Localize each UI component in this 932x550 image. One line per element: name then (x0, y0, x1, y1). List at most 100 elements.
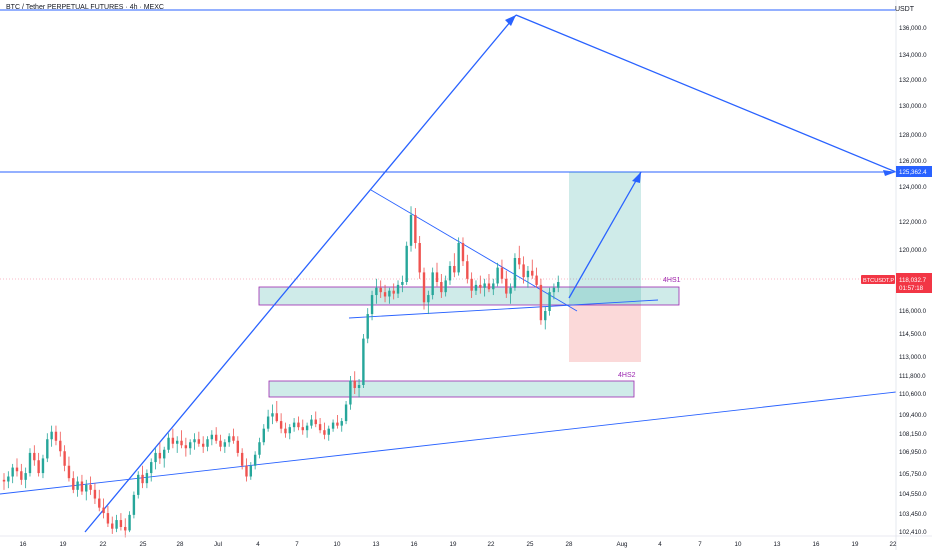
candle-body (37, 460, 40, 474)
candle-body (171, 437, 175, 444)
candle-body (245, 465, 248, 477)
candle-body (557, 282, 560, 288)
candle-body (102, 507, 105, 514)
level-label: 125,362.4 (899, 169, 927, 176)
candle-body (63, 451, 66, 466)
candle-body (392, 290, 395, 294)
candle-body (539, 284, 543, 321)
candle-body (167, 437, 170, 450)
x-tick-label: Aug (616, 541, 628, 548)
price-label: 118,032.7 (899, 277, 927, 284)
candle-body (15, 467, 19, 472)
ascending-trendline (0, 391, 897, 495)
y-tick-label: 104,550.0 (899, 491, 927, 498)
x-tick-label: 16 (20, 541, 27, 548)
candle-body (535, 275, 538, 285)
candle-body (50, 431, 53, 440)
x-tick-label: Jul (214, 541, 222, 548)
candle-body (111, 523, 114, 529)
candle-body (184, 445, 188, 449)
candle-body (479, 284, 482, 288)
x-tick-label: 10 (735, 541, 742, 548)
candle-body (548, 292, 551, 311)
y-tick-label: 114,500.0 (899, 331, 927, 338)
candle-body (336, 422, 339, 426)
candle-body (310, 419, 313, 426)
projection-up-line (84, 14, 517, 533)
zone-4hs1 (258, 286, 680, 306)
x-tick-label: 25 (140, 541, 147, 548)
y-tick-label: 134,000.0 (899, 52, 927, 59)
candle-body (214, 434, 218, 441)
candle-body (396, 284, 400, 294)
candle-body (119, 520, 123, 527)
x-tick-label: 19 (852, 541, 859, 548)
countdown-label: 01:57:18 (899, 285, 924, 292)
candle-body (93, 489, 97, 499)
candle-body (59, 440, 62, 452)
candle-body (461, 243, 465, 262)
candle-body (340, 421, 343, 426)
candle-body (440, 282, 443, 293)
candle-body (46, 439, 49, 459)
symbol-title[interactable]: BTC / Tether PERPETUAL FUTURES · 4h · ME… (6, 4, 164, 11)
candle-body (223, 442, 227, 447)
triangle-upper-line (370, 189, 578, 312)
candle-body (20, 471, 23, 480)
candle-body (487, 283, 491, 290)
candle-body (466, 261, 469, 279)
candle-body (253, 454, 257, 466)
projection-arrowhead-right (883, 170, 896, 176)
candle-body (132, 494, 136, 515)
candle-body (344, 404, 348, 422)
candle-body (288, 427, 291, 434)
candle-body (431, 272, 434, 296)
candle-body (526, 270, 530, 278)
candle-body (240, 452, 244, 466)
x-tick-label: 4 (256, 541, 260, 548)
candle-body (7, 476, 10, 482)
candle-body (414, 215, 417, 243)
y-tick-label: 126,000.0 (899, 158, 927, 165)
x-tick-label: 4 (658, 541, 662, 548)
candle-body (41, 458, 45, 474)
candle-body (418, 243, 421, 273)
y-tick-label: 113,000.0 (899, 354, 927, 361)
candle-body (210, 434, 214, 440)
x-tick-label: 13 (373, 541, 380, 548)
candle-body (318, 424, 322, 431)
candle-body (11, 467, 14, 477)
zone-4hs2 (268, 380, 635, 398)
x-tick-label: 22 (100, 541, 107, 548)
y-tick-label: 111,800.0 (899, 373, 926, 380)
candle-body (197, 439, 201, 444)
candle-body (349, 380, 352, 405)
candle-body (544, 311, 547, 321)
candle-body (193, 439, 196, 443)
y-tick-label: 105,750.0 (899, 471, 927, 478)
candle-body (496, 267, 499, 284)
y-tick-label: 128,000.0 (899, 132, 927, 139)
symbol-label: BTCUSDT.P (863, 278, 894, 284)
price-label-box (896, 273, 932, 293)
candle-body (158, 452, 162, 459)
candle-body (33, 452, 36, 461)
y-tick-label: 136,000.0 (899, 25, 927, 32)
candle-body (401, 282, 404, 285)
y-tick-label: 103,450.0 (899, 511, 927, 518)
y-tick-label: 132,000.0 (899, 77, 927, 84)
level-label-box (896, 166, 932, 177)
triangle-lower-line (348, 299, 659, 319)
y-tick-label: 122,000.0 (899, 219, 927, 226)
x-tick-label: 19 (60, 541, 67, 548)
candle-body (513, 258, 517, 288)
candle-body (271, 413, 274, 417)
candle-body (474, 284, 478, 291)
candle-body (505, 278, 508, 294)
x-tick-label: 19 (450, 541, 457, 548)
candle-body (357, 385, 361, 388)
candle-body (188, 442, 192, 449)
candle-body (141, 474, 144, 484)
candle-body (145, 473, 149, 484)
